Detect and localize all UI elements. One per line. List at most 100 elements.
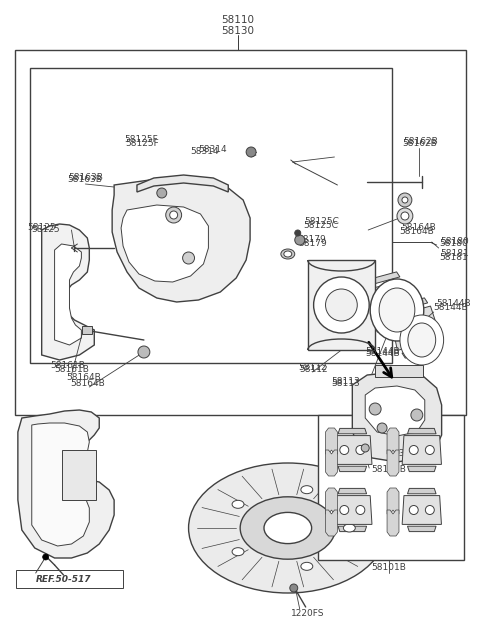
Circle shape (356, 445, 365, 454)
Polygon shape (390, 306, 441, 350)
Text: 58130: 58130 (222, 26, 255, 36)
Bar (308, 260, 375, 350)
Text: 58314: 58314 (191, 146, 219, 155)
Polygon shape (32, 423, 89, 546)
Text: 58112: 58112 (300, 365, 328, 375)
Bar (318, 415, 465, 560)
Polygon shape (387, 428, 399, 454)
Text: 58125C: 58125C (305, 218, 339, 227)
Bar (83, 326, 92, 334)
Circle shape (425, 505, 434, 514)
Text: 58180: 58180 (440, 240, 468, 249)
Ellipse shape (301, 562, 313, 570)
Ellipse shape (370, 279, 424, 341)
Text: 58144B: 58144B (434, 304, 468, 312)
Text: 58181: 58181 (440, 252, 468, 261)
Circle shape (313, 277, 369, 333)
Text: 58162B: 58162B (403, 136, 438, 146)
Circle shape (361, 444, 369, 452)
Bar (16, 570, 123, 588)
Polygon shape (387, 450, 399, 476)
Polygon shape (408, 428, 436, 433)
Ellipse shape (400, 315, 444, 365)
Circle shape (392, 295, 401, 304)
Circle shape (409, 445, 418, 454)
Polygon shape (338, 488, 367, 494)
Ellipse shape (189, 463, 387, 593)
Circle shape (295, 230, 300, 236)
Circle shape (340, 445, 349, 454)
Polygon shape (402, 435, 442, 464)
Polygon shape (338, 466, 367, 471)
Polygon shape (18, 410, 114, 558)
Polygon shape (391, 298, 428, 313)
Ellipse shape (232, 500, 244, 509)
Ellipse shape (379, 288, 415, 332)
Text: 58144B: 58144B (365, 350, 400, 358)
Text: REF.50-517: REF.50-517 (36, 574, 91, 584)
Circle shape (138, 346, 150, 358)
Ellipse shape (301, 486, 313, 493)
Text: 58314: 58314 (199, 146, 227, 155)
Circle shape (295, 235, 305, 245)
Polygon shape (402, 343, 438, 358)
Circle shape (369, 403, 381, 415)
Polygon shape (408, 488, 436, 494)
Circle shape (170, 211, 178, 219)
Circle shape (411, 409, 423, 421)
Polygon shape (374, 317, 410, 332)
Polygon shape (402, 495, 442, 524)
Polygon shape (408, 466, 436, 471)
Polygon shape (325, 450, 337, 476)
Circle shape (377, 423, 387, 433)
Ellipse shape (281, 249, 295, 259)
Circle shape (425, 445, 434, 454)
Ellipse shape (264, 512, 312, 543)
Text: 1220FS: 1220FS (291, 610, 324, 618)
Text: 58113: 58113 (331, 377, 360, 387)
Ellipse shape (343, 524, 355, 532)
Circle shape (166, 207, 181, 223)
Text: 58179: 58179 (298, 235, 326, 244)
Polygon shape (325, 428, 337, 454)
Polygon shape (352, 372, 442, 462)
Circle shape (409, 505, 418, 514)
Polygon shape (333, 435, 372, 464)
Circle shape (419, 321, 429, 330)
Polygon shape (137, 175, 228, 192)
Text: 58164B: 58164B (66, 374, 101, 382)
Text: 58125: 58125 (27, 223, 56, 232)
Text: 58113: 58113 (331, 379, 360, 389)
Text: 58114A: 58114A (380, 391, 414, 401)
Ellipse shape (240, 497, 336, 559)
Text: 58162B: 58162B (402, 139, 437, 148)
Circle shape (402, 197, 408, 203)
Ellipse shape (284, 251, 292, 257)
Text: 58180: 58180 (441, 237, 469, 245)
Circle shape (401, 326, 410, 335)
Text: 58163B: 58163B (68, 172, 103, 182)
Text: 58110: 58110 (222, 15, 255, 25)
Ellipse shape (232, 548, 244, 556)
Circle shape (157, 188, 167, 198)
Text: 58181: 58181 (441, 249, 469, 259)
Text: 1360GJ: 1360GJ (394, 449, 427, 459)
Bar (30, 68, 392, 363)
Text: 58114A: 58114A (380, 394, 414, 403)
Text: 58164B: 58164B (70, 379, 105, 387)
Polygon shape (363, 272, 400, 286)
Circle shape (373, 300, 383, 309)
Circle shape (325, 289, 357, 321)
Polygon shape (362, 280, 413, 324)
Text: 58164B: 58164B (399, 228, 434, 237)
Circle shape (401, 212, 409, 220)
Polygon shape (408, 526, 436, 531)
Text: 58144B: 58144B (365, 348, 400, 357)
Text: 58112: 58112 (298, 363, 327, 372)
Polygon shape (42, 224, 94, 360)
Text: 58164B: 58164B (401, 223, 436, 232)
Text: 58161B: 58161B (50, 360, 85, 370)
Circle shape (182, 252, 194, 264)
Polygon shape (112, 178, 250, 302)
Polygon shape (365, 386, 425, 436)
